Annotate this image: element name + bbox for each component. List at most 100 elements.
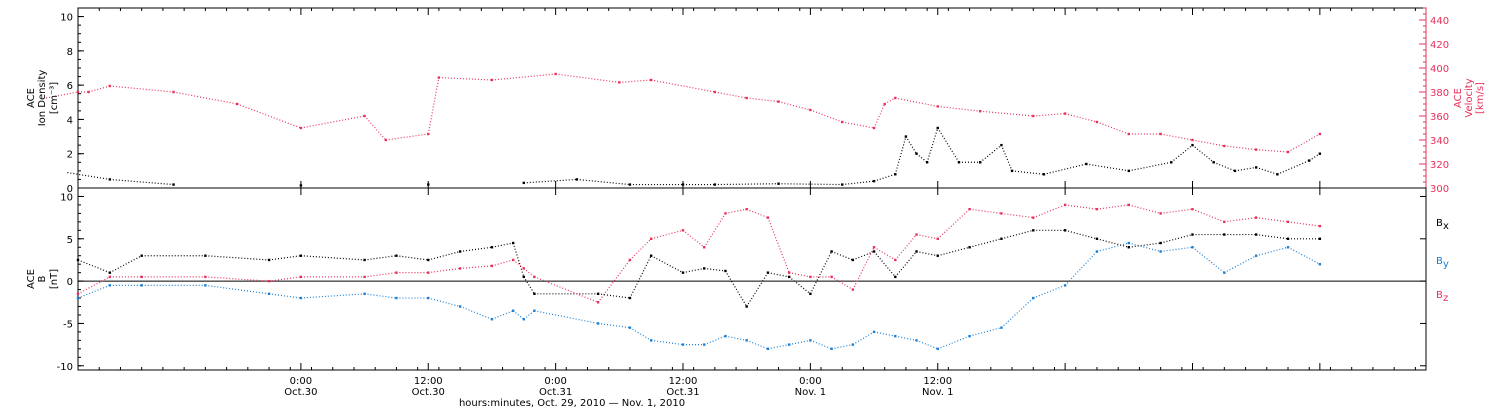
velocity-tick-label: 320 [1430, 160, 1449, 171]
density-point-trace [873, 173, 896, 182]
bx-point-trace [629, 255, 652, 299]
bx-point-trace [788, 276, 811, 295]
b-ylabel-line3: [nT] [49, 269, 60, 289]
velocity-point-trace [427, 77, 440, 135]
velocity-point-trace [842, 121, 875, 129]
legend-entry-x: B [1436, 218, 1443, 229]
velocity-point-trace [746, 97, 779, 103]
velocity-point-trace [1287, 133, 1321, 153]
x-tick-time: 12:00 [923, 376, 952, 387]
by-point [108, 284, 112, 287]
legend-sub-y: y [1443, 259, 1449, 270]
density-point-trace [67, 171, 110, 181]
bz-point-trace [364, 272, 397, 278]
bx-point-trace [460, 246, 493, 253]
by-point-trace [746, 339, 769, 350]
bx-point-trace [937, 246, 970, 257]
velocity-point-trace [1064, 113, 1098, 123]
bz-point-trace [460, 265, 493, 270]
bz-point-trace [767, 217, 790, 273]
bz-point-trace [789, 272, 811, 278]
bz-point-trace [1224, 217, 1257, 223]
density-point-trace [1255, 166, 1278, 175]
velocity-point-trace [300, 115, 365, 129]
bx-point-trace [724, 270, 748, 307]
bz-point [968, 207, 971, 211]
by-point-trace [1192, 246, 1225, 274]
by-point-trace [1224, 255, 1257, 274]
bz-point-trace [205, 276, 270, 282]
x-tick-time: 12:00 [669, 376, 698, 387]
by-point [427, 296, 430, 300]
bz-point-trace [894, 234, 917, 261]
by-point [395, 296, 398, 300]
bx-point-trace [109, 255, 142, 274]
by-point-trace [1256, 246, 1289, 257]
velocity-tick-label: 440 [1430, 16, 1449, 27]
density-point-trace [842, 180, 875, 186]
velocity-point-trace [778, 101, 811, 111]
by-point-trace [831, 344, 853, 350]
by-point-trace [428, 297, 461, 308]
by-point-trace [704, 335, 726, 346]
bz-point [395, 271, 398, 274]
velocity-point-trace [884, 97, 896, 105]
bz-point [745, 207, 748, 211]
velocity-point-trace [1256, 149, 1289, 153]
by-point-trace [523, 310, 535, 320]
velocity-tick-label: 400 [1430, 64, 1449, 75]
bz-point-trace [1001, 212, 1034, 219]
by-point-trace [1001, 297, 1034, 329]
bz-point-trace [682, 229, 705, 248]
by-point-trace [937, 335, 970, 350]
velocity-tick-label: 420 [1430, 40, 1449, 51]
b-tick-label: 10 [60, 192, 73, 203]
bz-point-trace [1160, 208, 1193, 214]
x-tick-date: Oct.30 [412, 387, 445, 398]
x-tick-date: Nov. 1 [795, 387, 826, 398]
bz-point-trace [512, 259, 525, 269]
bz-point-trace [1192, 208, 1225, 223]
density-point [1170, 161, 1173, 164]
density-point-trace [926, 127, 939, 163]
by-point-trace [895, 335, 917, 341]
density-axis: 0 2 4 6 8 10 [60, 7, 84, 195]
by-point [1318, 262, 1322, 266]
velocity-point [1318, 132, 1322, 136]
velocity-point [108, 84, 112, 88]
x-tick-time: 12:00 [414, 376, 443, 387]
time-axis: 0:00Oct.3012:00Oct.300:00Oct.3112:00Oct.… [77, 8, 1416, 398]
density-point-trace [523, 178, 577, 184]
bz-point-trace [629, 238, 652, 261]
by-point-trace [1064, 251, 1098, 286]
by-point-trace [1160, 246, 1193, 253]
bx-point-trace [512, 242, 525, 278]
density-point [1318, 152, 1322, 155]
bz-point-trace [428, 267, 461, 274]
density-point-trace [1234, 166, 1257, 172]
x-tick-time: 0:00 [799, 376, 821, 387]
bz-point-trace [534, 276, 599, 303]
velocity-point-trace [895, 97, 938, 107]
density-tick-label: 10 [60, 13, 73, 24]
velocity-tick-label: 360 [1430, 112, 1449, 123]
density-tick-label: 2 [67, 150, 73, 161]
bx-point-trace [831, 250, 854, 261]
bx-point-trace [1064, 229, 1098, 240]
bx-point [703, 267, 706, 270]
x-tick-date: Oct.30 [284, 387, 317, 398]
by-point-trace [810, 339, 832, 350]
by-point-trace [459, 305, 493, 320]
density-point-trace [714, 183, 779, 186]
density-point-trace [916, 153, 928, 163]
bx-point-trace [268, 255, 301, 261]
velocity-point-trace [173, 91, 238, 105]
top-data-points [46, 72, 1322, 187]
density-point-trace [1086, 163, 1129, 172]
density-point-trace [109, 178, 174, 186]
density-tick-label: 8 [67, 47, 73, 58]
top-panel-frame [77, 7, 1427, 189]
velocity-ylabel-line3: [km/s] [1475, 82, 1486, 114]
by-point-trace [1096, 242, 1129, 253]
bx-point-trace [1096, 238, 1129, 248]
